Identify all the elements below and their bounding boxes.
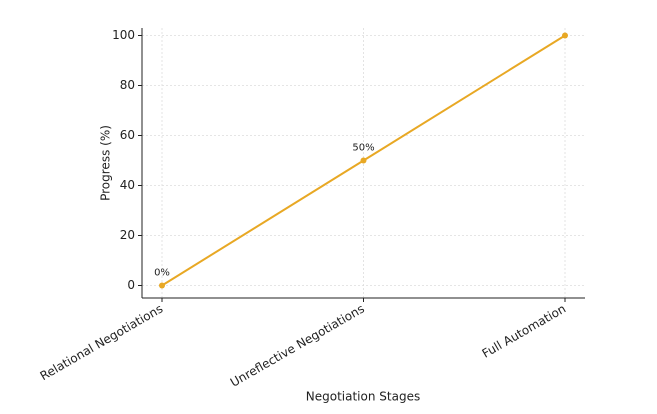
point [159,282,165,289]
x-tick-label: Full Automation [480,302,569,361]
y-tick-label: 40 [120,178,135,192]
y-tick-label: 20 [120,228,135,242]
value-label: 0% [154,268,170,279]
point [360,157,367,164]
x-tick-label: Unreflective Negotiations [228,302,367,390]
y-tick-label: 60 [120,128,135,142]
y-axis-label: Progress (%) [99,125,113,201]
y-tick-label: 0 [127,278,135,292]
y-tick-label: 80 [120,78,135,92]
x-axis-label: Negotiation Stages [306,390,420,404]
value-label: 50% [352,143,374,154]
point [562,32,568,39]
y-tick-label: 100 [112,28,135,42]
x-tick-label: Relational Negotiations [38,302,166,384]
